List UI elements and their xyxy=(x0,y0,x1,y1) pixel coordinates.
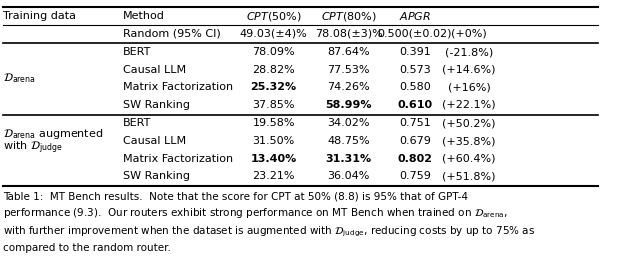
Text: 87.64%: 87.64% xyxy=(328,47,370,57)
Text: 28.82%: 28.82% xyxy=(252,65,295,75)
Text: (+16%): (+16%) xyxy=(448,82,490,92)
Text: 19.58%: 19.58% xyxy=(252,118,295,128)
Text: 0.391: 0.391 xyxy=(399,47,431,57)
Text: 78.09%: 78.09% xyxy=(252,47,295,57)
Text: Causal LLM: Causal LLM xyxy=(124,136,186,146)
Text: 34.02%: 34.02% xyxy=(328,118,370,128)
Text: Method: Method xyxy=(124,11,165,21)
Text: Random (95% CI): Random (95% CI) xyxy=(124,29,221,39)
Text: 78.08(±3)%: 78.08(±3)% xyxy=(315,29,383,39)
Text: 0.580: 0.580 xyxy=(399,82,431,92)
Text: 0.751: 0.751 xyxy=(399,118,431,128)
Text: 31.31%: 31.31% xyxy=(326,154,372,164)
Text: 74.26%: 74.26% xyxy=(328,82,370,92)
Text: $\mathcal{D}_{\mathrm{arena}}$ augmented: $\mathcal{D}_{\mathrm{arena}}$ augmented xyxy=(3,127,103,141)
Text: (+50.2%): (+50.2%) xyxy=(442,118,496,128)
Text: 0.610: 0.610 xyxy=(397,100,433,110)
Text: 13.40%: 13.40% xyxy=(250,154,297,164)
Text: with $\mathcal{D}_{\mathrm{judge}}$: with $\mathcal{D}_{\mathrm{judge}}$ xyxy=(3,140,63,156)
Text: 23.21%: 23.21% xyxy=(252,171,295,181)
Text: SW Ranking: SW Ranking xyxy=(124,171,190,181)
Text: (+60.4%): (+60.4%) xyxy=(442,154,496,164)
Text: Table 1:  MT Bench results.  Note that the score for CPT at 50% (8.8) is 95% tha: Table 1: MT Bench results. Note that the… xyxy=(3,192,535,253)
Text: 77.53%: 77.53% xyxy=(328,65,370,75)
Text: $\mathit{CPT}$(50%): $\mathit{CPT}$(50%) xyxy=(246,10,301,22)
Text: (-21.8%): (-21.8%) xyxy=(445,47,493,57)
Text: BERT: BERT xyxy=(124,118,152,128)
Text: Causal LLM: Causal LLM xyxy=(124,65,186,75)
Text: Matrix Factorization: Matrix Factorization xyxy=(124,82,234,92)
Text: $\mathit{CPT}$(80%): $\mathit{CPT}$(80%) xyxy=(321,10,377,22)
Text: (+35.8%): (+35.8%) xyxy=(442,136,496,146)
Text: $\mathit{APGR}$: $\mathit{APGR}$ xyxy=(399,10,431,22)
Text: BERT: BERT xyxy=(124,47,152,57)
Text: 58.99%: 58.99% xyxy=(326,100,372,110)
Text: Matrix Factorization: Matrix Factorization xyxy=(124,154,234,164)
Text: Training data: Training data xyxy=(3,11,76,21)
Text: 0.679: 0.679 xyxy=(399,136,431,146)
Text: 0.802: 0.802 xyxy=(397,154,433,164)
Text: 48.75%: 48.75% xyxy=(328,136,370,146)
Text: 0.500(±0.02): 0.500(±0.02) xyxy=(378,29,452,39)
Text: 31.50%: 31.50% xyxy=(253,136,295,146)
Text: (+51.8%): (+51.8%) xyxy=(442,171,496,181)
Text: $\mathcal{D}_{\mathrm{arena}}$: $\mathcal{D}_{\mathrm{arena}}$ xyxy=(3,72,36,85)
Text: 37.85%: 37.85% xyxy=(252,100,295,110)
Text: (+0%): (+0%) xyxy=(451,29,487,39)
Text: (+14.6%): (+14.6%) xyxy=(442,65,496,75)
Text: (+22.1%): (+22.1%) xyxy=(442,100,496,110)
Text: 0.759: 0.759 xyxy=(399,171,431,181)
Text: 49.03(±4)%: 49.03(±4)% xyxy=(240,29,307,39)
Text: 0.573: 0.573 xyxy=(399,65,431,75)
Text: SW Ranking: SW Ranking xyxy=(124,100,190,110)
Text: 25.32%: 25.32% xyxy=(251,82,297,92)
Text: 36.04%: 36.04% xyxy=(328,171,370,181)
